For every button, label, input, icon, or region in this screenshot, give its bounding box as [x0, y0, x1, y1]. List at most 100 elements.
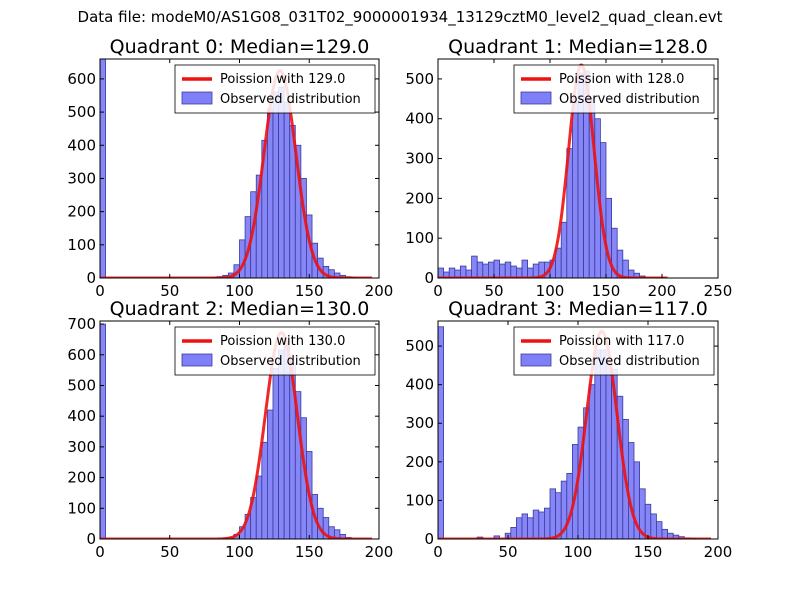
y-tick-label: 300 — [67, 169, 96, 187]
x-tick-label: 0 — [95, 282, 105, 300]
quadrant-1-chart: 0 50 100 150 200 250 0 100 200 300 400 500 Quadrant … — [405, 36, 732, 300]
x-tick-label: 50 — [160, 543, 179, 561]
y-tick-label: 0 — [424, 269, 434, 287]
legend-line-label: Poission with 129.0 — [220, 72, 345, 87]
histogram-bar — [438, 326, 444, 539]
histogram-bar — [471, 255, 478, 278]
y-tick-label: 200 — [405, 453, 434, 471]
y-tick-label: 600 — [67, 346, 96, 364]
histogram-bar — [493, 259, 500, 278]
histogram-bar — [560, 221, 568, 278]
x-tick-label: 150 — [295, 282, 324, 300]
histogram-bar — [521, 259, 528, 278]
y-tick-label: 500 — [405, 337, 434, 355]
histogram-bar — [487, 261, 495, 278]
histogram-bar — [499, 263, 506, 278]
legend-bar-swatch — [181, 91, 213, 105]
x-tick-label: 0 — [433, 282, 443, 300]
histogram-bar — [272, 368, 279, 539]
x-tick-label: 250 — [704, 282, 733, 300]
histogram-bar — [594, 349, 601, 539]
histogram-bar — [283, 101, 291, 278]
y-tick-label: 400 — [67, 136, 96, 154]
histogram-bar — [516, 517, 523, 539]
histogram-bar — [538, 511, 545, 539]
histogram-bar — [266, 108, 274, 278]
y-tick-label: 700 — [67, 315, 96, 333]
x-tick-label: 0 — [95, 543, 105, 561]
y-tick-label: 300 — [405, 150, 434, 168]
histogram-bar — [272, 91, 279, 278]
x-tick-label: 150 — [295, 543, 324, 561]
quadrant-3-chart: 0 50 100 150 200 0 100 200 300 400 500 Quadrant 3: … — [405, 298, 732, 561]
x-tick-label: 50 — [484, 282, 503, 300]
y-tick-label: 0 — [424, 530, 434, 548]
histogram-bar — [544, 507, 551, 539]
y-tick-label: 300 — [405, 414, 434, 432]
y-tick-label: 500 — [67, 376, 96, 394]
x-tick-label: 200 — [704, 543, 733, 561]
poisson-curve — [100, 69, 373, 278]
x-tick-label: 100 — [225, 282, 254, 300]
histogram-bar — [600, 349, 607, 539]
x-tick-label: 200 — [365, 282, 394, 300]
histogram-bar — [504, 261, 512, 278]
histogram-bar — [650, 513, 657, 539]
histogram-bar — [482, 263, 489, 278]
x-tick-label: 200 — [365, 543, 394, 561]
legend-bar-swatch — [181, 353, 213, 367]
x-tick-label: 100 — [536, 282, 565, 300]
histogram-bar — [532, 509, 540, 539]
y-tick-label: 100 — [67, 499, 96, 517]
histogram-bar — [588, 384, 596, 539]
x-tick-label: 150 — [634, 543, 663, 561]
histogram-bar — [100, 59, 106, 278]
y-tick-label: 0 — [86, 269, 96, 287]
y-tick-label: 500 — [67, 103, 96, 121]
legend-box — [174, 326, 376, 376]
histogram-bar — [278, 86, 285, 278]
quadrant-0-chart: 0 50 100 150 200 0 100 200 300 400 500 600 Quadrant … — [67, 36, 393, 300]
histogram-bar — [261, 441, 268, 539]
legend-bar-swatch — [520, 91, 552, 105]
x-tick-label: 150 — [592, 282, 621, 300]
legend-box — [513, 64, 715, 114]
legend-bar-label: Observed distribution — [559, 354, 700, 369]
legend-box — [513, 326, 715, 376]
y-tick-label: 500 — [405, 70, 434, 88]
histogram-bar — [572, 102, 579, 278]
legend-line-label: Poission with 130.0 — [220, 334, 345, 349]
histogram-bar — [644, 503, 652, 539]
y-tick-label: 100 — [67, 236, 96, 254]
y-tick-label: 400 — [405, 110, 434, 128]
histogram-bar — [527, 517, 534, 539]
y-tick-label: 200 — [405, 189, 434, 207]
legend-bar-label: Observed distribution — [220, 354, 361, 369]
x-tick-label: 50 — [498, 543, 517, 561]
legend-line-label: Poission with 128.0 — [559, 72, 684, 87]
legend-line-label: Poission with 117.0 — [559, 334, 684, 349]
y-tick-label: 400 — [67, 407, 96, 425]
histogram-bar — [628, 442, 635, 539]
x-tick-label: 200 — [648, 282, 677, 300]
y-tick-label: 600 — [67, 70, 96, 88]
x-tick-label: 50 — [160, 282, 179, 300]
histogram-bar — [656, 521, 663, 539]
y-tick-label: 400 — [405, 376, 434, 394]
legend-bar-label: Observed distribution — [220, 92, 361, 107]
legend-bar-label: Observed distribution — [559, 92, 700, 107]
y-tick-label: 100 — [405, 491, 434, 509]
histogram-bar — [266, 409, 274, 539]
histogram-bar — [459, 265, 467, 278]
histogram-bar — [521, 513, 528, 539]
histogram-bar — [100, 323, 106, 539]
poisson-curve — [100, 331, 373, 539]
histogram-bar — [622, 259, 629, 278]
y-tick-label: 200 — [67, 203, 96, 221]
plot-content — [100, 323, 373, 539]
axes-frame — [437, 58, 719, 279]
legend-box — [174, 64, 376, 114]
panel-title: Quadrant 3: Median=117.0 — [448, 298, 708, 320]
y-tick-label: 100 — [405, 229, 434, 247]
